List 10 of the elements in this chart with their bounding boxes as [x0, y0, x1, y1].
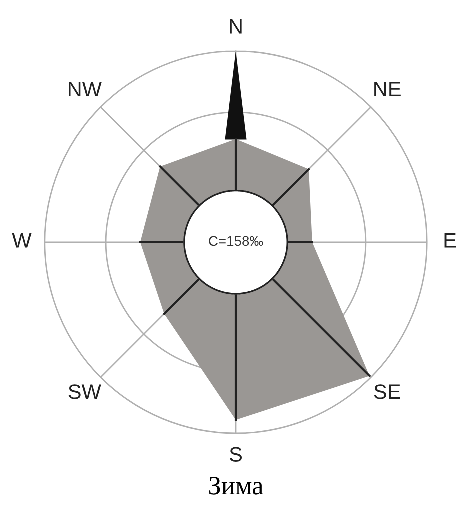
- spoke-label: S: [230, 447, 242, 462]
- text: Зима: [209, 477, 264, 495]
- text: C=158‰: [209, 236, 264, 246]
- spoke-label: E: [444, 233, 456, 248]
- spoke-label: SW: [68, 384, 102, 400]
- spoke-label: NE: [374, 82, 401, 96]
- spoke-label: N: [230, 19, 242, 34]
- spoke-label: SE: [374, 384, 400, 400]
- spoke-label: NW: [69, 82, 102, 96]
- spoke-label: W: [12, 233, 32, 248]
